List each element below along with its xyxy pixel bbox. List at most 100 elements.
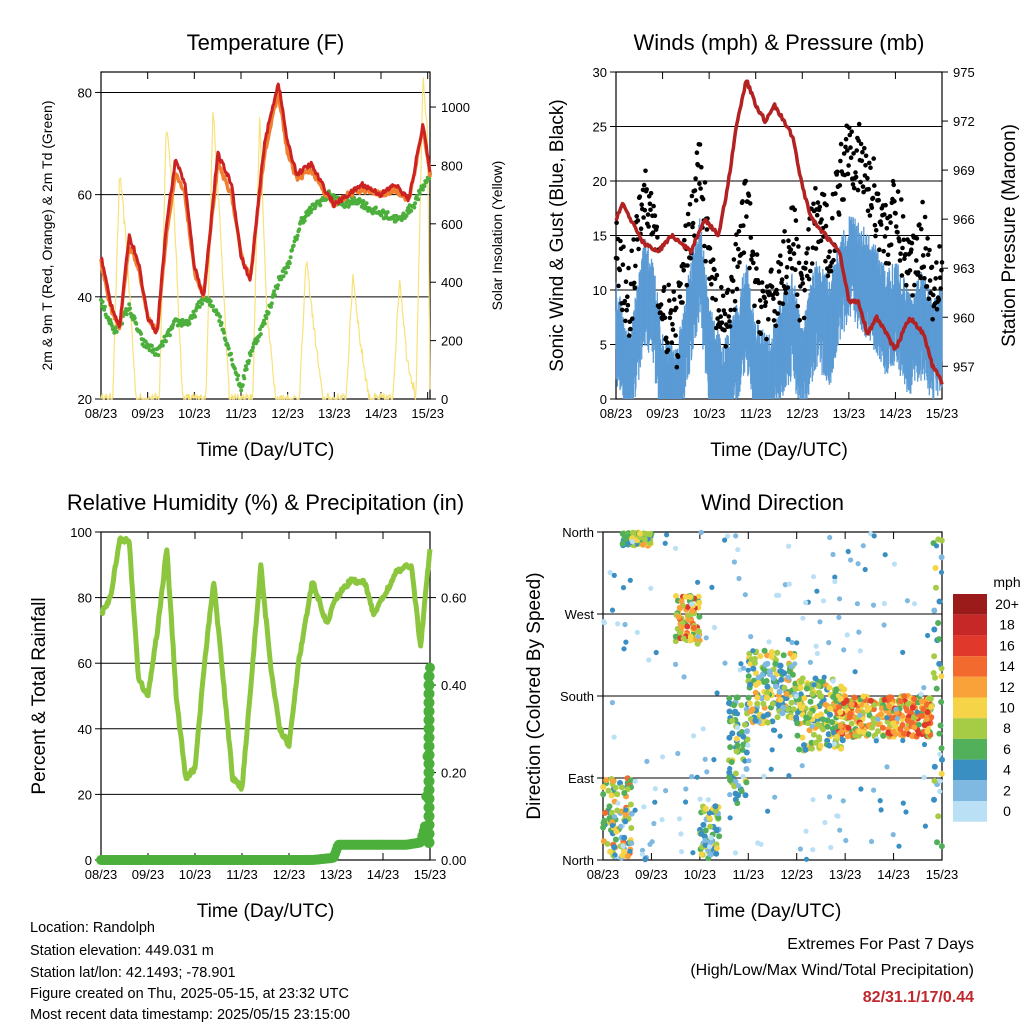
gust-point [828,263,833,269]
gust-point [740,199,745,204]
gust-point [776,269,782,274]
gust-point [882,234,888,239]
gust-point [668,308,674,313]
gust-point [817,204,823,210]
gust-point [914,236,920,241]
gust-point [712,267,717,273]
direction-point [642,856,648,862]
gust-point [621,244,626,250]
direction-point [803,600,809,606]
direction-point [851,694,858,701]
direction-point [612,784,619,791]
direction-point [871,533,877,539]
direction-point [915,730,922,737]
direction-point [746,758,752,764]
gust-point [623,318,628,324]
direction-point [662,540,668,546]
gust-point [803,266,808,271]
temp-xtick-label: 13/23 [318,406,351,421]
solar-insolation-line [100,77,431,400]
direction-point [700,726,706,732]
rh-xtick-label: 11/23 [226,867,258,882]
direction-point [869,724,876,731]
colorbar-swatch [953,801,987,822]
direction-point [727,815,733,821]
direction-point [900,737,906,744]
gust-point [909,240,915,246]
direction-point [783,690,790,697]
gust-point [785,285,791,290]
direction-point [752,689,759,696]
direction-point [755,840,761,846]
gust-point [881,248,886,254]
direction-point [822,701,829,708]
gust-point [631,237,636,242]
gust-point [658,302,664,307]
dewpoint-point [232,366,237,371]
direction-point [801,742,807,749]
rh-line [99,535,433,792]
gust-point [714,272,720,278]
direction-point [726,769,733,776]
gust-point [690,224,695,230]
rh-ytick-right-label: 0.40 [441,678,466,693]
direction-point [931,777,938,784]
direction-point [612,836,619,843]
gust-point [727,319,732,324]
direction-point [619,540,626,547]
gust-point [655,235,660,240]
direction-point [901,730,907,737]
gust-point [925,252,931,257]
direction-point [743,766,750,772]
direction-point [695,593,702,600]
colorbar-swatch [953,759,987,781]
dewpoint-point [417,191,422,196]
dir-xtick-label: 11/23 [732,867,764,882]
direction-point [772,794,778,800]
gust-point [910,293,915,298]
gust-point [719,284,724,290]
gust-point [873,233,878,239]
direction-point [632,807,638,813]
gust-point [936,297,942,303]
gust-point [620,307,625,313]
direction-point [732,778,739,785]
direction-point [648,585,654,591]
dewpoint-point [262,321,267,326]
direction-point [924,709,931,716]
gust-point [845,171,851,177]
gust-point [823,258,828,264]
dewpoint-point [427,176,432,181]
dewpoint-point [208,299,213,304]
gust-point [859,158,865,164]
gust-point [803,260,809,266]
precip-point [425,662,435,673]
direction-point [873,738,879,744]
direction-point [713,850,720,857]
gust-point [682,237,687,243]
direction-point [629,840,635,846]
gust-point [918,275,923,281]
dewpoint-point [226,346,231,351]
direction-point [726,734,733,741]
direction-point [738,661,744,667]
direction-point [921,722,928,729]
direction-point [707,851,714,858]
direction-point [806,727,813,734]
direction-point [621,834,628,841]
gust-point [756,319,761,325]
dewpoint-point [214,308,219,313]
dewpoint-point [302,218,307,223]
gust-point [666,282,671,288]
gust-point [737,260,742,265]
gust-point [937,275,943,281]
gust-point [838,141,844,147]
direction-point [614,791,621,798]
direction-point [681,674,687,680]
direction-point [816,689,823,696]
direction-point [884,764,890,770]
direction-point [690,850,696,856]
direction-point [621,534,628,541]
dewpoint-point [149,343,154,348]
colorbar-swatch [953,594,987,615]
